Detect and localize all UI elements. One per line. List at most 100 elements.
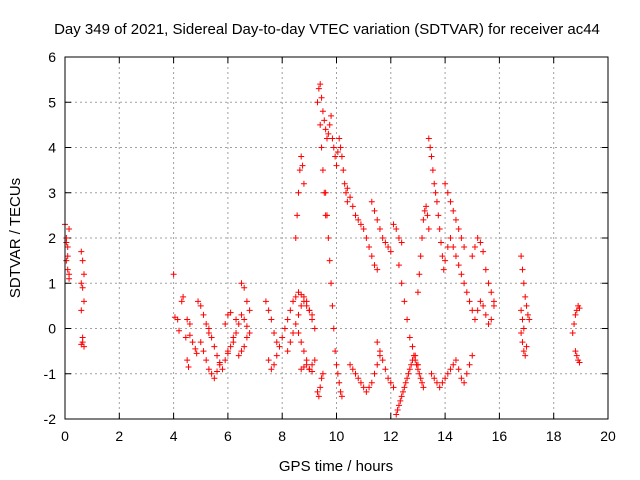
data-point	[284, 348, 291, 355]
data-point	[447, 198, 454, 205]
data-point	[178, 298, 185, 305]
data-point	[318, 144, 325, 151]
data-point	[419, 235, 426, 241]
data-point	[315, 85, 322, 92]
data-point	[246, 330, 253, 337]
data-point	[417, 375, 424, 382]
data-point	[368, 253, 375, 260]
data-point	[332, 348, 339, 355]
data-point	[63, 239, 70, 246]
data-point	[461, 280, 468, 287]
data-point	[314, 388, 321, 395]
data-point	[292, 235, 299, 241]
data-point	[352, 370, 359, 377]
data-point	[328, 280, 335, 287]
data-point	[200, 311, 207, 318]
y-axis-label: SDTVAR / TECUs	[7, 178, 24, 298]
data-point	[371, 370, 378, 377]
data-point	[433, 198, 440, 205]
data-point	[214, 368, 221, 375]
data-point	[325, 130, 332, 137]
y-tick-label: 1	[48, 275, 56, 291]
data-point	[444, 244, 451, 251]
data-point	[366, 384, 373, 391]
data-point	[572, 348, 579, 355]
y-tick-label: 0	[48, 321, 56, 337]
data-point	[394, 406, 401, 413]
data-point	[363, 235, 370, 241]
data-point	[424, 212, 431, 219]
data-point	[292, 293, 299, 300]
data-point	[300, 348, 307, 355]
data-point	[219, 366, 226, 373]
data-point	[438, 239, 445, 246]
data-point	[395, 235, 402, 241]
data-point	[241, 284, 248, 291]
data-point	[398, 280, 405, 287]
y-tick-label: 2	[48, 230, 56, 246]
data-point	[573, 352, 580, 359]
y-tick-labels: -2 -1 0 1 2 3 4 5 6	[44, 49, 57, 427]
data-point	[385, 244, 392, 251]
data-point	[360, 225, 367, 232]
data-point	[79, 257, 86, 264]
data-point	[268, 316, 275, 323]
data-point	[276, 343, 283, 350]
data-point	[450, 361, 457, 368]
data-point	[452, 216, 459, 223]
data-point	[417, 253, 424, 260]
data-point	[420, 216, 427, 223]
x-axis-label: GPS time / hours	[279, 458, 393, 475]
data-point	[63, 257, 70, 264]
data-point	[334, 149, 341, 156]
data-point	[337, 144, 344, 151]
data-point	[315, 393, 322, 400]
data-point	[238, 348, 245, 355]
data-point	[402, 379, 409, 386]
data-point	[184, 357, 191, 364]
data-point	[523, 343, 530, 350]
data-point	[64, 266, 71, 273]
data-point	[321, 189, 328, 196]
data-point	[466, 298, 473, 305]
data-point	[279, 334, 286, 341]
y-tick-label: 6	[48, 49, 56, 65]
data-point	[238, 280, 245, 287]
data-point	[405, 370, 412, 377]
data-point	[299, 162, 306, 169]
data-point	[235, 320, 242, 327]
x-tick-label: 20	[600, 428, 616, 444]
data-point	[469, 253, 476, 260]
data-point	[433, 379, 440, 386]
data-point	[296, 167, 303, 174]
data-point	[343, 189, 350, 196]
data-point	[360, 384, 367, 391]
y-tick-label: -1	[44, 366, 57, 382]
data-point	[319, 108, 326, 115]
data-point	[485, 320, 492, 327]
data-point	[81, 271, 88, 278]
data-point	[429, 167, 436, 174]
data-point	[419, 379, 426, 386]
data-point	[292, 320, 299, 327]
data-point	[519, 316, 526, 323]
data-point	[482, 266, 489, 273]
data-point	[576, 305, 583, 312]
data-point	[452, 253, 459, 260]
data-point	[374, 266, 381, 273]
data-point	[298, 153, 305, 160]
data-point	[192, 345, 199, 352]
data-point	[336, 135, 343, 142]
data-point	[463, 289, 470, 296]
data-point	[271, 361, 278, 368]
data-point	[185, 363, 192, 370]
data-point	[363, 388, 370, 395]
data-point	[328, 112, 335, 119]
data-point	[576, 359, 583, 366]
data-point	[205, 325, 212, 332]
y-tick-label: 3	[48, 185, 56, 201]
data-point	[393, 411, 400, 418]
data-point	[182, 334, 189, 341]
data-point	[520, 325, 527, 332]
